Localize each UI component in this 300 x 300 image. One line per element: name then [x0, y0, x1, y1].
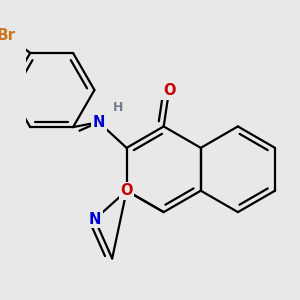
Text: H: H: [113, 101, 123, 114]
Text: N: N: [88, 212, 101, 227]
Text: O: O: [120, 183, 133, 198]
Text: O: O: [163, 83, 175, 98]
Text: N: N: [93, 115, 105, 130]
Text: Br: Br: [0, 28, 16, 43]
